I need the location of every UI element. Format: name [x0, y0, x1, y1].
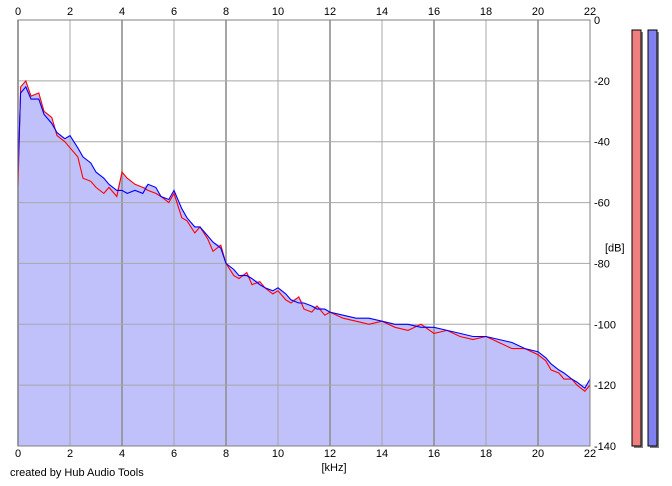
x-tick-label-top: 20	[532, 6, 544, 18]
x-tick-label-top: 6	[171, 6, 177, 18]
y-tick-label: 0	[594, 15, 600, 27]
x-tick-label-bottom: 14	[376, 448, 388, 460]
level-meter-1	[631, 29, 642, 447]
x-tick-label-bottom: 20	[532, 448, 544, 460]
plot-frame	[17, 19, 591, 447]
y-ticks-right: 0 -20 -40 -60 -80 -100 -120 -140	[594, 15, 616, 453]
x-tick-label-top: 12	[324, 6, 336, 18]
x-tick-label-bottom: 0	[15, 448, 21, 460]
x-tick-label-bottom: 4	[119, 448, 125, 460]
x-tick-label-bottom: 6	[171, 448, 177, 460]
spectrum-fill	[18, 80, 590, 447]
credit-text: created by Hub Audio Tools	[10, 467, 144, 479]
x-tick-label-top: 4	[119, 6, 125, 18]
y-tick-label: -20	[594, 76, 610, 88]
y-tick-label: -140	[594, 441, 616, 453]
level-meter-2	[647, 29, 658, 447]
series-line-2	[17, 85, 591, 390]
x-axis-label: [kHz]	[321, 462, 346, 474]
y-tick-label: -100	[594, 319, 616, 331]
x-tick-label-top: 8	[223, 6, 229, 18]
x-tick-label-top: 2	[67, 6, 73, 18]
x-tick-label-top: 18	[480, 6, 492, 18]
x-tick-label-bottom: 10	[272, 448, 284, 460]
x-tick-label-bottom: 16	[428, 448, 440, 460]
x-tick-label-bottom: 12	[324, 448, 336, 460]
y-tick-label: -40	[594, 137, 610, 149]
y-axis-label: [dB]	[605, 242, 625, 254]
x-ticks-bottom: 0 2 4 6 8 10 12 14 16 18 20 22	[15, 448, 596, 460]
x-ticks-top: 0 2 4 6 8 10 12 14 16 18 20 22	[15, 6, 596, 18]
y-tick-label: -80	[594, 258, 610, 270]
x-tick-label-top: 14	[376, 6, 388, 18]
x-tick-label-bottom: 18	[480, 448, 492, 460]
y-tick-label: -60	[594, 198, 610, 210]
x-tick-label-top: 0	[15, 6, 21, 18]
x-tick-label-top: 16	[428, 6, 440, 18]
series-group	[17, 79, 591, 392]
y-tick-label: -120	[594, 380, 616, 392]
x-tick-label-bottom: 8	[223, 448, 229, 460]
level-meters	[631, 29, 659, 448]
x-tick-label-bottom: 2	[67, 448, 73, 460]
x-tick-label-top: 10	[272, 6, 284, 18]
x-tick-label-bottom: 22	[584, 448, 596, 460]
x-tick-label-top: 22	[584, 6, 596, 18]
